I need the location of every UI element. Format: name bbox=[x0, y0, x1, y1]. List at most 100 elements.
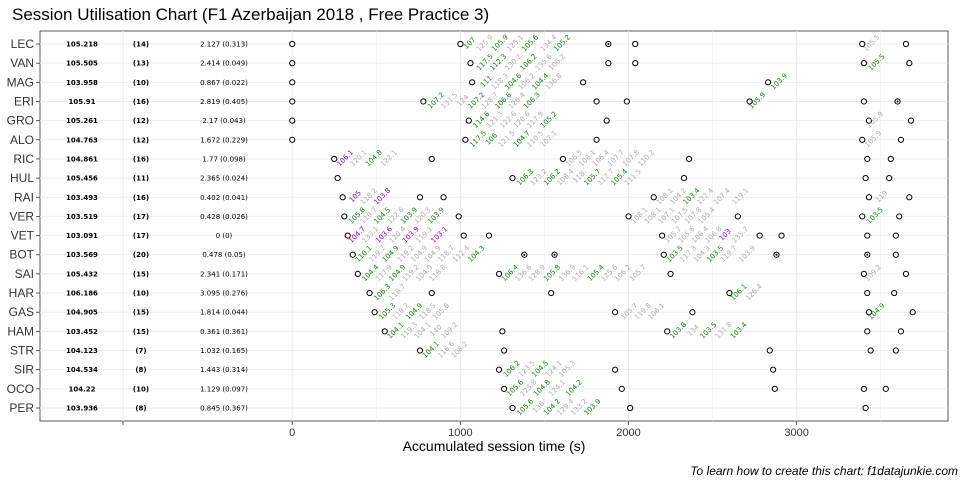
stint-marker bbox=[865, 117, 873, 124]
stint-marker bbox=[289, 79, 296, 86]
stint-marker bbox=[611, 309, 619, 316]
stint-marker-dot bbox=[553, 253, 556, 256]
stint-marker bbox=[650, 194, 657, 201]
delta-stat: 3.095 (0.276) bbox=[200, 290, 248, 298]
stint-marker bbox=[860, 60, 868, 67]
x-axis-title: Accumulated session time (s) bbox=[403, 438, 586, 454]
y-tick-label: RIC bbox=[13, 152, 34, 166]
stint-marker bbox=[455, 213, 462, 220]
y-tick-label: HUL bbox=[10, 171, 34, 185]
stint-marker bbox=[862, 404, 869, 412]
delta-stat: 1.814 (0.044) bbox=[200, 309, 248, 317]
stint-marker bbox=[440, 194, 447, 201]
stint-marker bbox=[867, 347, 874, 354]
stint-marker bbox=[891, 289, 898, 297]
stint-marker bbox=[603, 117, 610, 124]
driver-row-bot: BOT 103.569 (20) 0.478 (0.05) 110.1119.7104.… bbox=[9, 244, 899, 264]
stint-marker bbox=[860, 270, 868, 277]
lap-count-stat: (10) bbox=[133, 290, 149, 298]
stint-marker bbox=[864, 328, 871, 335]
y-tick-label: LEC bbox=[11, 37, 35, 51]
stint-marker bbox=[366, 289, 373, 297]
stint-marker bbox=[428, 289, 435, 297]
y-tick-label: SAI bbox=[15, 267, 34, 281]
stint-marker bbox=[897, 136, 905, 143]
best-lap-stat: 104.123 bbox=[66, 347, 98, 355]
stint-marker bbox=[906, 60, 913, 67]
chart-title: Session Utilisation Chart (F1 Azerbaijan… bbox=[12, 5, 489, 24]
lap-count-stat: (12) bbox=[133, 117, 149, 125]
stint-marker bbox=[902, 270, 910, 277]
lap-count-stat: (11) bbox=[133, 175, 149, 183]
stint-marker bbox=[339, 194, 346, 201]
stint-marker bbox=[548, 289, 555, 297]
y-tick-label: RAI bbox=[14, 190, 34, 204]
stint-marker-dot bbox=[607, 43, 610, 45]
best-lap-stat: 103.519 bbox=[66, 213, 98, 221]
lap-count-stat: (8) bbox=[135, 366, 146, 374]
y-tick-label: MAG bbox=[7, 75, 34, 89]
stint-marker bbox=[605, 60, 612, 67]
stint-marker bbox=[416, 194, 424, 201]
best-lap-stat: 105.505 bbox=[66, 60, 98, 68]
lap-count-stat: (8) bbox=[135, 405, 146, 413]
stint-marker bbox=[667, 270, 674, 277]
delta-stat: 0.428 (0.026) bbox=[200, 213, 248, 221]
stint-marker bbox=[618, 385, 625, 392]
stint-marker bbox=[509, 175, 516, 182]
best-lap-stat: 103.958 bbox=[66, 79, 98, 87]
stint-marker bbox=[331, 155, 338, 163]
y-tick-label: STR bbox=[10, 344, 34, 358]
y-tick-label: HAM bbox=[7, 324, 34, 338]
stint-marker bbox=[580, 79, 587, 86]
lap-count-stat: (15) bbox=[133, 270, 149, 278]
stint-marker bbox=[886, 175, 893, 182]
y-tick-label: ERI bbox=[14, 94, 34, 108]
stint-marker bbox=[465, 117, 472, 124]
x-axis: 0 1000 2000 3000 bbox=[122, 421, 809, 439]
stint-marker bbox=[660, 251, 667, 258]
delta-stat: 2.127 (0.313) bbox=[200, 41, 248, 49]
stint-marker bbox=[349, 251, 356, 258]
stint-marker bbox=[764, 79, 772, 86]
stint-marker-dot bbox=[896, 100, 899, 103]
stint-marker bbox=[632, 60, 639, 67]
stint-marker bbox=[771, 385, 778, 392]
stint-marker bbox=[860, 98, 868, 105]
stint-marker-dot bbox=[866, 253, 869, 256]
stint-marker bbox=[428, 155, 435, 163]
y-tick-label: GAS bbox=[9, 305, 34, 319]
stint-marker bbox=[906, 194, 913, 201]
stint-marker bbox=[289, 98, 296, 105]
stint-marker bbox=[593, 136, 600, 143]
stint-marker bbox=[485, 232, 493, 239]
stint-marker bbox=[495, 366, 503, 373]
driver-row-gro: GRO 105.261 (12) 2.17 (0.043) 114.6121.3122.… bbox=[7, 110, 915, 130]
driver-row-vet: VET 103.091 (17) 0 (0) 104.7133.1103.6120.41… bbox=[11, 225, 899, 245]
stint-marker bbox=[680, 175, 688, 182]
stint-marker bbox=[756, 232, 763, 239]
best-lap-stat: 103.569 bbox=[66, 251, 98, 259]
stint-marker bbox=[460, 232, 467, 239]
best-lap-stat: 106.186 bbox=[66, 290, 98, 298]
best-lap-stat: 104.905 bbox=[66, 309, 98, 317]
chart-caption: To learn how to create this chart: f1dat… bbox=[690, 464, 958, 478]
stint-marker bbox=[862, 175, 869, 182]
stint-marker bbox=[659, 232, 666, 239]
best-lap-stat: 105.261 bbox=[66, 117, 98, 125]
lap-count-stat: (10) bbox=[133, 385, 149, 393]
stint-marker bbox=[864, 289, 871, 297]
delta-stat: 2.819 (0.405) bbox=[200, 98, 248, 106]
stint-marker bbox=[864, 155, 871, 163]
lap-count-stat: (17) bbox=[133, 213, 149, 221]
y-tick-label: OCO bbox=[7, 382, 34, 396]
lap-count-stat: (17) bbox=[133, 232, 149, 240]
lap-count-stat: (20) bbox=[133, 251, 149, 259]
delta-stat: 0 (0) bbox=[216, 232, 233, 240]
y-tick-label: SIR bbox=[14, 363, 34, 377]
stint-marker bbox=[627, 404, 634, 412]
driver-row-per: PER 103.936 (8) 0.845 (0.367) 105.6136104.21… bbox=[9, 397, 869, 417]
y-tick-label: ALO bbox=[10, 133, 34, 147]
delta-stat: 1.443 (0.314) bbox=[200, 366, 248, 374]
stint-marker bbox=[416, 347, 424, 354]
